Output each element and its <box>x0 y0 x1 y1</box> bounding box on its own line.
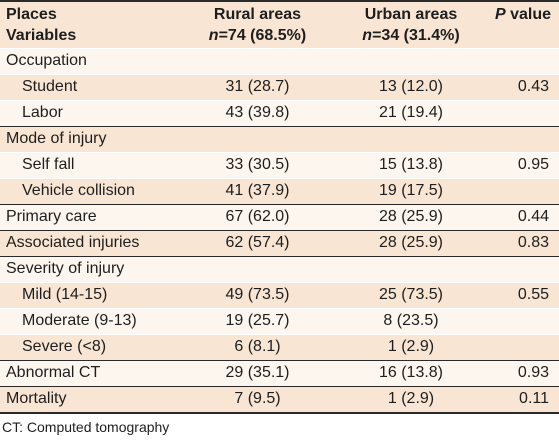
rural-value: 33 (30.5) <box>180 151 335 178</box>
table-row: Vehicle collision 41 (37.9) 19 (17.5) <box>0 177 559 204</box>
row-label: Mild (14-15) <box>0 281 180 308</box>
header-urban-n-value: =34 (31.4%) <box>372 27 460 44</box>
row-label: Occupation <box>0 47 180 74</box>
p-value <box>487 255 559 282</box>
p-value <box>487 125 559 152</box>
p-value <box>487 47 559 74</box>
table-row: Occupation <box>0 47 559 74</box>
row-label: Self fall <box>0 151 180 178</box>
table-row: Labor 43 (39.8) 21 (19.4) <box>0 99 559 126</box>
row-label: Student <box>0 73 180 100</box>
rural-value: 7 (9.5) <box>180 385 335 412</box>
table-row: Student 31 (28.7) 13 (12.0) 0.43 <box>0 73 559 100</box>
header-rural-n: n=74 (68.5%) <box>180 25 335 46</box>
urban-value <box>335 125 487 152</box>
table-body: Occupation Student 31 (28.7) 13 (12.0) 0.43 L… <box>0 47 559 412</box>
table-header: Places Variables Rural areas n=74 (68.5%… <box>0 0 559 48</box>
header-rural-n-value: =74 (68.5%) <box>218 27 307 44</box>
row-label: Primary care <box>0 203 180 230</box>
urban-value <box>335 47 487 74</box>
p-value: 0.44 <box>487 203 559 230</box>
p-value: 0.43 <box>487 73 559 100</box>
row-label: Mode of injury <box>0 125 180 152</box>
header-places-label: Places <box>6 6 57 23</box>
urban-value: 28 (25.9) <box>335 229 487 256</box>
table-top-rule <box>0 0 559 2</box>
rural-value: 31 (28.7) <box>180 73 335 100</box>
table-row: Mortality 7 (9.5) 1 (2.9) 0.11 <box>0 385 559 412</box>
urban-value: 1 (2.9) <box>335 385 487 412</box>
header-variables: Places Variables <box>0 0 180 48</box>
urban-value: 21 (19.4) <box>335 99 487 126</box>
urban-value: 13 (12.0) <box>335 73 487 100</box>
header-p-value: P value <box>487 0 559 48</box>
p-value: 0.11 <box>487 385 559 412</box>
table-bottom-rule <box>0 412 559 414</box>
p-value: 0.83 <box>487 229 559 256</box>
table-row: Self fall 33 (30.5) 15 (13.8) 0.95 <box>0 151 559 178</box>
rural-value: 49 (73.5) <box>180 281 335 308</box>
table-row: Moderate (9-13) 19 (25.7) 8 (23.5) <box>0 307 559 334</box>
data-table-container: Places Variables Rural areas n=74 (68.5%… <box>0 0 559 414</box>
rural-value: 62 (57.4) <box>180 229 335 256</box>
row-label: Severe (<8) <box>0 333 180 360</box>
rural-value: 67 (62.0) <box>180 203 335 230</box>
header-urban-n: n=34 (31.4%) <box>335 25 487 46</box>
table-row: Mode of injury <box>0 125 559 152</box>
p-value <box>487 333 559 360</box>
p-value <box>487 307 559 334</box>
rural-value: 29 (35.1) <box>180 359 335 386</box>
table-row: Severe (<8) 6 (8.1) 1 (2.9) <box>0 333 559 360</box>
table-row: Associated injuries 62 (57.4) 28 (25.9) 0.8… <box>0 229 559 256</box>
urban-value: 1 (2.9) <box>335 333 487 360</box>
header-urban-n-label: n <box>362 27 373 44</box>
rural-value <box>180 47 335 74</box>
p-value: 0.93 <box>487 359 559 386</box>
header-p-rest: value <box>505 6 552 23</box>
rural-value: 43 (39.8) <box>180 99 335 126</box>
row-label: Severity of injury <box>0 255 180 282</box>
urban-value: 19 (17.5) <box>335 177 487 204</box>
rural-value: 6 (8.1) <box>180 333 335 360</box>
urban-value: 16 (13.8) <box>335 359 487 386</box>
row-label: Abnormal CT <box>0 359 180 386</box>
data-table: Places Variables Rural areas n=74 (68.5%… <box>0 0 559 412</box>
rural-value: 19 (25.7) <box>180 307 335 334</box>
p-value: 0.55 <box>487 281 559 308</box>
table-row: Abnormal CT 29 (35.1) 16 (13.8) 0.93 <box>0 359 559 386</box>
header-urban: Urban areas n=34 (31.4%) <box>335 0 487 48</box>
header-rural: Rural areas n=74 (68.5%) <box>180 0 335 48</box>
row-label: Mortality <box>0 385 180 412</box>
table-row: Primary care 67 (62.0) 28 (25.9) 0.44 <box>0 203 559 230</box>
rural-value <box>180 255 335 282</box>
urban-value: 25 (73.5) <box>335 281 487 308</box>
row-label: Moderate (9-13) <box>0 307 180 334</box>
urban-value <box>335 255 487 282</box>
urban-value: 28 (25.9) <box>335 203 487 230</box>
p-value <box>487 99 559 126</box>
p-value <box>487 177 559 204</box>
table-row: Mild (14-15) 49 (73.5) 25 (73.5) 0.55 <box>0 281 559 308</box>
row-label: Associated injuries <box>0 229 180 256</box>
rural-value <box>180 125 335 152</box>
p-value: 0.95 <box>487 151 559 178</box>
urban-value: 15 (13.8) <box>335 151 487 178</box>
header-urban-title: Urban areas <box>364 6 458 23</box>
header-rural-title: Rural areas <box>213 6 302 23</box>
header-variables-label: Variables <box>6 27 77 44</box>
header-row: Places Variables Rural areas n=74 (68.5%… <box>0 0 559 48</box>
table-footnote: CT: Computed tomography <box>2 419 170 435</box>
rural-value: 41 (37.9) <box>180 177 335 204</box>
row-label: Labor <box>0 99 180 126</box>
header-p-label: P <box>494 6 506 23</box>
row-label: Vehicle collision <box>0 177 180 204</box>
urban-value: 8 (23.5) <box>335 307 487 334</box>
table-row: Severity of injury <box>0 255 559 282</box>
header-rural-n-label: n <box>208 27 219 44</box>
